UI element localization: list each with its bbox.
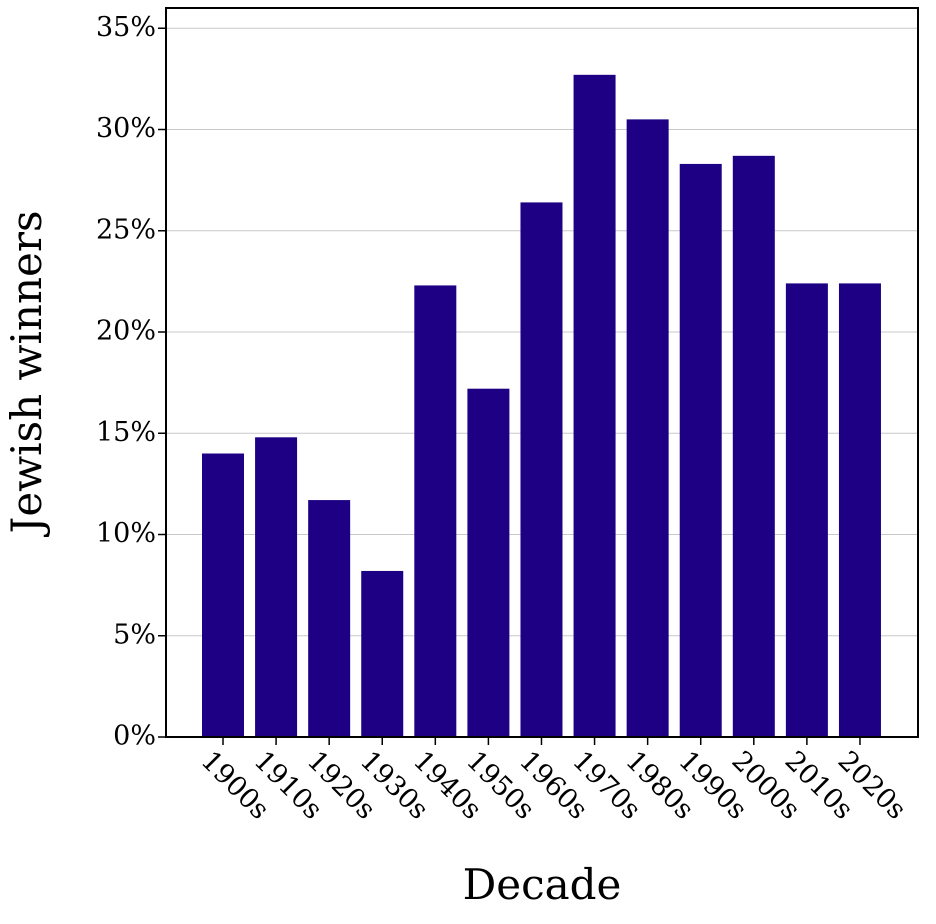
y-tick-label: 20%	[96, 316, 156, 347]
y-tick-label: 0%	[113, 721, 156, 752]
y-tick-label: 5%	[113, 619, 156, 650]
y-axis-label: Jewish winners	[2, 211, 51, 538]
bar	[573, 74, 616, 737]
bar	[308, 500, 351, 737]
bar	[732, 155, 775, 737]
y-tick-label: 15%	[96, 417, 156, 448]
plot-frame	[165, 7, 919, 738]
y-tick-label: 10%	[96, 518, 156, 549]
bar	[202, 453, 244, 737]
bar	[679, 163, 722, 738]
bar	[838, 283, 881, 737]
x-axis-label: Decade	[463, 860, 622, 909]
y-tick-label: 30%	[96, 113, 156, 144]
bar	[361, 570, 404, 737]
y-tick-label: 35%	[96, 12, 156, 43]
bar	[785, 283, 828, 737]
bar	[626, 119, 669, 737]
bar	[520, 202, 563, 737]
bar	[414, 285, 457, 737]
y-tick-label: 25%	[96, 214, 156, 245]
bar	[467, 388, 510, 737]
bar	[255, 437, 298, 737]
